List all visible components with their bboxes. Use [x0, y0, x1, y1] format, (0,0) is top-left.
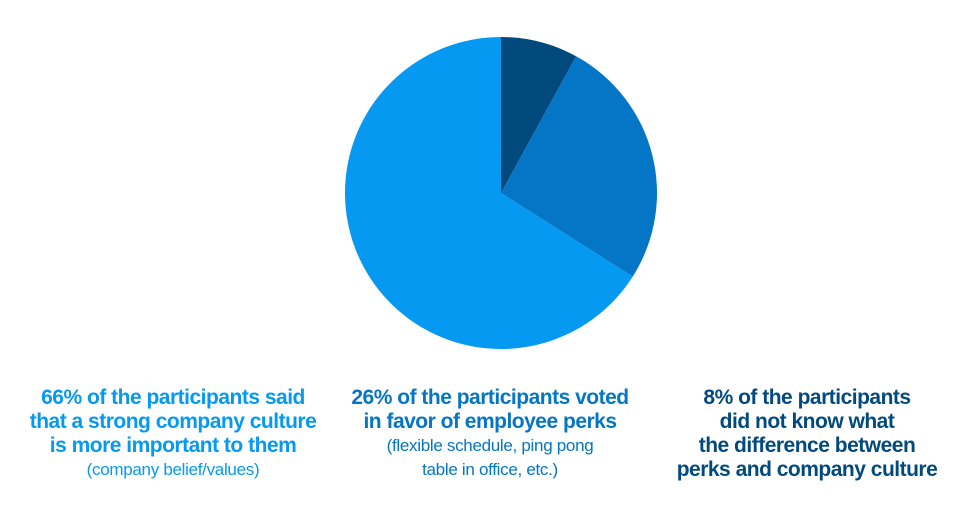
caption-unknown-heading: 8% of the participants did not know what… — [676, 386, 938, 481]
caption-perks: 26% of the participants voted in favor o… — [340, 386, 640, 482]
pie-slice-perks — [501, 56, 657, 277]
caption-perks-detail: (flexible schedule, ping pong table in o… — [386, 436, 594, 479]
pie-chart — [344, 37, 657, 349]
caption-culture-heading: 66% of the participants said that a stro… — [29, 386, 317, 457]
caption-perks-heading: 26% of the participants voted in favor o… — [351, 386, 629, 433]
caption-culture-detail: (company belief/values) — [86, 460, 260, 479]
pie-slice-unknown — [501, 37, 577, 193]
caption-unknown: 8% of the participants did not know what… — [657, 386, 957, 482]
pie-slices — [344, 37, 657, 349]
pie-slice-culture — [344, 37, 633, 349]
caption-culture: 66% of the participants said that a stro… — [23, 386, 323, 482]
